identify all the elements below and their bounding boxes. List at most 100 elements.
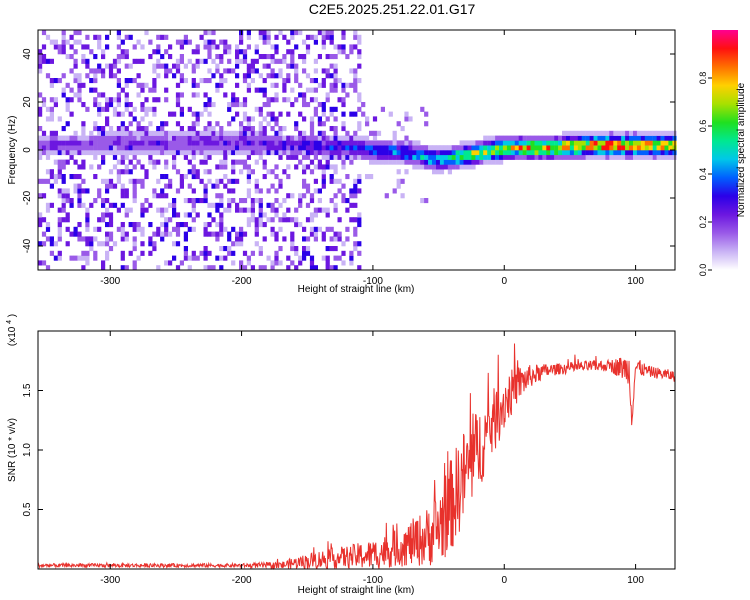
- spectrogram-cell: [101, 135, 106, 141]
- spectrogram-cell: [294, 145, 299, 151]
- spectrogram-cell: [231, 68, 236, 74]
- spectrogram-cell: [183, 212, 188, 218]
- spectrogram-cell: [89, 164, 94, 170]
- spectrogram-cell: [361, 102, 366, 108]
- spectrogram-cell: [38, 106, 43, 112]
- spectrogram-cell: [77, 30, 82, 36]
- spectrogram-cell: [313, 188, 318, 194]
- spectrogram-cell: [215, 222, 220, 228]
- spectrogram-cell: [179, 92, 184, 98]
- spectrogram-cell: [266, 102, 271, 108]
- spectrogram-cell: [412, 140, 417, 146]
- bottom-y-scale-label: (x10 4 ): [3, 314, 18, 346]
- colorbar-axis: 0.00.20.40.60.8: [698, 72, 712, 276]
- spectrogram-cell: [309, 217, 315, 223]
- spectrogram-cell: [242, 198, 248, 204]
- spectrogram-cell: [144, 169, 149, 175]
- spectrogram-cell: [274, 92, 279, 98]
- spectrogram-cell: [136, 92, 141, 98]
- spectrogram-cell: [400, 126, 405, 132]
- spectrogram-cell: [660, 150, 665, 156]
- spectrogram-cell: [404, 135, 409, 141]
- spectrogram-cell: [353, 78, 358, 84]
- spectrogram-cell: [349, 159, 354, 165]
- spectrogram-cell: [317, 121, 322, 127]
- spectrogram-cell: [160, 54, 165, 60]
- spectrogram-cell: [191, 169, 196, 175]
- spectrogram-cell: [172, 130, 177, 136]
- spectrogram-cell: [128, 250, 133, 256]
- spectrogram-cell: [108, 202, 114, 208]
- spectrogram-cell: [219, 39, 224, 45]
- spectrogram-cell: [128, 159, 133, 165]
- spectrogram-cell: [601, 154, 606, 160]
- spectrogram-cell: [266, 169, 271, 175]
- spectrogram-cell: [298, 92, 303, 98]
- spectrogram-cell: [231, 140, 236, 146]
- spectrogram-cell: [179, 44, 184, 50]
- spectrogram-cell: [61, 126, 66, 132]
- spectrogram-cell: [235, 58, 240, 64]
- spectrogram-cell: [313, 212, 318, 218]
- spectrogram-cell: [160, 34, 165, 40]
- spectrogram-cell: [526, 140, 531, 146]
- spectrogram-cell: [160, 236, 165, 242]
- spectrogram-cell: [89, 246, 94, 252]
- spectrogram-cell: [558, 135, 563, 141]
- spectrogram-cell: [191, 188, 196, 194]
- spectrogram-cell: [164, 49, 169, 55]
- spectrogram-cell: [455, 159, 460, 165]
- spectrogram-cell: [136, 126, 141, 132]
- spectrogram-cell: [239, 226, 244, 232]
- spectrogram-cell: [664, 135, 669, 141]
- spectrogram-cell: [105, 231, 110, 237]
- spectrogram-cell: [132, 193, 137, 199]
- spectrogram-cell: [258, 217, 263, 223]
- spectrogram-cell: [357, 97, 362, 103]
- colorbar-label: Normalized spectral amplitude: [736, 82, 747, 217]
- spectrogram-cell: [164, 260, 169, 266]
- spectrogram-cell: [436, 169, 441, 175]
- spectrogram-cell: [250, 68, 255, 74]
- spectrogram-cell: [105, 140, 110, 146]
- spectrogram-cell: [566, 154, 571, 160]
- spectrogram-cell: [313, 68, 318, 74]
- spectrogram-cell: [447, 159, 452, 165]
- spectrogram-cell: [85, 150, 90, 156]
- spectrogram-cell: [294, 222, 299, 228]
- spectrogram-cell: [73, 159, 78, 165]
- spectrogram-cell: [175, 97, 181, 103]
- spectrogram-cell: [290, 217, 295, 223]
- spectrogram-cell: [538, 140, 543, 146]
- spectrogram-cell: [57, 140, 62, 146]
- spectrogram-cell: [246, 178, 251, 184]
- spectrogram-cell: [325, 255, 330, 261]
- spectrogram-cell: [215, 150, 220, 156]
- spectrogram-cell: [353, 44, 358, 50]
- spectrogram-cell: [416, 159, 421, 165]
- spectrogram-cell: [108, 169, 114, 175]
- spectrogram-cell: [337, 49, 342, 55]
- spectrogram-cell: [160, 212, 165, 218]
- spectrogram-cell: [341, 49, 346, 55]
- spectrogram-cell: [404, 169, 409, 175]
- spectrogram-cell: [337, 78, 342, 84]
- spectrogram-cell: [668, 135, 673, 141]
- spectrogram-cell: [254, 150, 259, 156]
- spectrogram-cell: [85, 241, 90, 247]
- spectrogram-cell: [242, 150, 248, 156]
- spectrogram-cell: [93, 255, 98, 261]
- spectrogram-cell: [361, 145, 366, 151]
- spectrogram-cell: [554, 145, 559, 151]
- spectrogram-cell: [191, 226, 196, 232]
- spectrogram-cell: [313, 58, 318, 64]
- spectrogram-cell: [278, 154, 283, 160]
- spectrogram-cell: [636, 130, 642, 136]
- spectrogram-cell: [644, 140, 649, 146]
- spectrogram-cell: [475, 140, 480, 146]
- spectrogram-cell: [120, 154, 125, 160]
- spectrogram-cell: [506, 150, 512, 156]
- spectrogram-cell: [341, 82, 346, 88]
- spectrogram-cell: [105, 121, 110, 127]
- spectrogram-cell: [152, 145, 157, 151]
